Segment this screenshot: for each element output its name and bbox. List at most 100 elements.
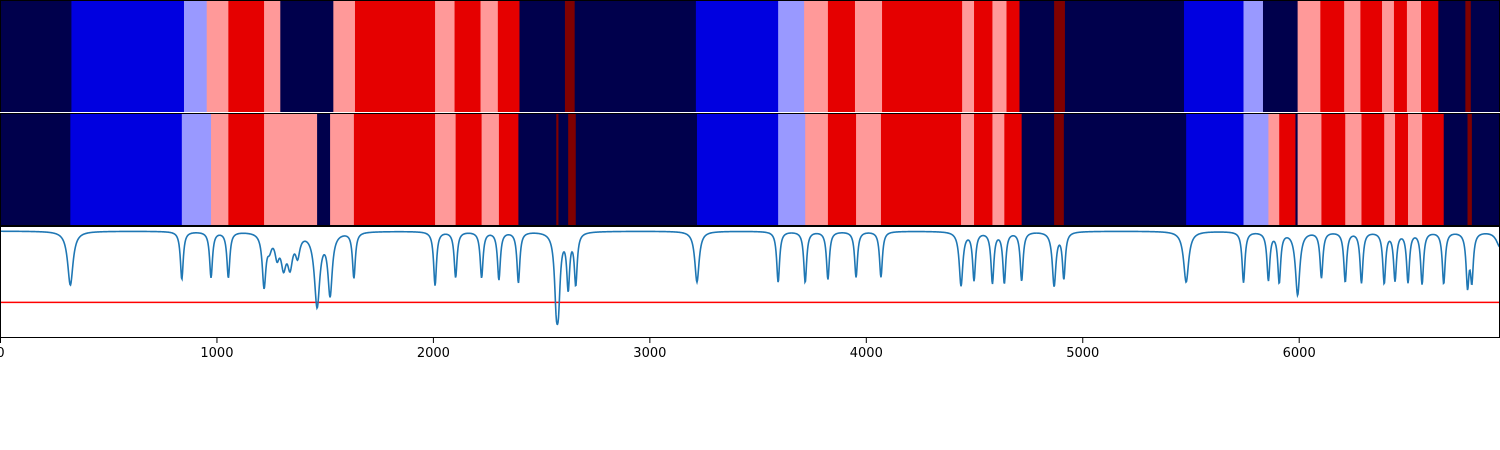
heatmap-segment — [974, 113, 993, 225]
signal-line — [0, 230, 1500, 326]
heatmap-segment — [481, 113, 500, 225]
heatmap-segment — [1360, 0, 1383, 112]
x-tick-label: 6000 — [1283, 346, 1316, 361]
heatmap-segment — [518, 113, 557, 225]
heatmap-segment — [1054, 0, 1066, 112]
x-tick-label: 4000 — [850, 346, 883, 361]
signal-plot-area — [0, 226, 1500, 338]
heatmap-segment — [1243, 0, 1264, 112]
heatmap-segment — [805, 113, 829, 225]
heatmap-segment — [804, 0, 829, 112]
heatmap-segment — [455, 113, 483, 225]
heatmap-segment — [568, 113, 577, 225]
heatmap-segment — [992, 113, 1005, 225]
heatmap-segment — [880, 113, 962, 225]
heatmap-segment — [181, 113, 212, 225]
heatmap-segment — [435, 113, 457, 225]
heatmap-segment — [961, 113, 975, 225]
heatmap-segment — [70, 113, 183, 225]
heatmap-segment — [962, 0, 975, 112]
heatmap-track-1 — [0, 0, 1500, 112]
heatmap-segment — [1186, 113, 1244, 225]
heatmap-segment — [1438, 0, 1466, 112]
heatmap-segment — [1420, 0, 1439, 112]
heatmap-segment — [1321, 113, 1346, 225]
signal-panel — [0, 226, 1500, 338]
heatmap-segment — [1063, 113, 1187, 225]
heatmap-segment — [498, 113, 519, 225]
heatmap-segment — [564, 0, 576, 112]
heatmap-segment — [1279, 113, 1296, 225]
heatmap-segment — [454, 0, 481, 112]
heatmap-segment — [695, 0, 779, 112]
x-tick-label: 2000 — [417, 346, 450, 361]
heatmap-segment — [1295, 113, 1299, 225]
heatmap-segment — [354, 0, 436, 112]
heatmap-segment — [1054, 113, 1065, 225]
heatmap-segment — [856, 113, 882, 225]
heatmap-segment — [1395, 113, 1409, 225]
heatmap-segment — [1345, 113, 1362, 225]
heatmap-segment — [854, 0, 883, 112]
heatmap-segment — [1406, 0, 1422, 112]
heatmap-segment — [519, 0, 566, 112]
heatmap-segment — [882, 0, 963, 112]
heatmap-segment — [1471, 113, 1500, 225]
heatmap-segment — [778, 0, 805, 112]
heatmap-segment — [574, 0, 697, 112]
heatmap-segment — [974, 0, 993, 112]
heatmap-segment — [1268, 113, 1280, 225]
heatmap-segment — [183, 0, 208, 112]
heatmap-segment — [827, 113, 857, 225]
heatmap-segment — [330, 113, 355, 225]
heatmap-segment — [1465, 0, 1472, 112]
heatmap-segment — [264, 0, 281, 112]
heatmap-segment — [280, 0, 334, 112]
heatmap-segment — [1297, 0, 1321, 112]
heatmap-segment — [558, 113, 569, 225]
heatmap-segment — [778, 113, 806, 225]
heatmap-segment — [497, 0, 520, 112]
heatmap-track-2 — [0, 113, 1500, 225]
heatmap-segment — [1004, 113, 1023, 225]
heatmap-segment — [1243, 113, 1269, 225]
heatmap-segment — [228, 0, 265, 112]
heatmap-segment — [1021, 113, 1055, 225]
heatmap-segment — [1384, 113, 1396, 225]
heatmap-segment — [353, 113, 436, 225]
heatmap-segment — [1064, 0, 1185, 112]
heatmap-segment — [0, 0, 72, 112]
heatmap-segment — [992, 0, 1007, 112]
heatmap-segment — [575, 113, 698, 225]
heatmap-segment — [333, 0, 356, 112]
x-tick-label: 5000 — [1066, 346, 1099, 361]
heatmap-segment — [1467, 113, 1473, 225]
heatmap-segment — [264, 113, 318, 225]
heatmap-segment — [0, 113, 71, 225]
heatmap-segment — [1006, 0, 1020, 112]
heatmap-segment — [1183, 0, 1244, 112]
heatmap-segment — [317, 113, 331, 225]
x-tick-label: 1000 — [200, 346, 233, 361]
heatmap-segment — [1422, 113, 1445, 225]
heatmap-segment — [211, 113, 229, 225]
heatmap-segment — [480, 0, 499, 112]
heatmap-segment — [1361, 113, 1385, 225]
heatmap-segment — [228, 113, 265, 225]
heatmap-segment — [1344, 0, 1361, 112]
heatmap-segment — [1262, 0, 1299, 112]
heatmap-segment — [1393, 0, 1408, 112]
x-tick-label: 3000 — [633, 346, 666, 361]
heatmap-segment — [71, 0, 185, 112]
x-axis: 0 1000 2000 3000 4000 5000 6000 — [0, 338, 1316, 361]
heatmap-segment — [1408, 113, 1423, 225]
heatmap-segment — [206, 0, 229, 112]
heatmap-segment — [827, 0, 856, 112]
heatmap-segment — [435, 0, 455, 112]
heatmap-segment — [1019, 0, 1055, 112]
heatmap-segment — [1320, 0, 1345, 112]
heatmap-segment — [1470, 0, 1500, 112]
heatmap-segment — [1297, 113, 1322, 225]
x-tick-label: 0 — [0, 346, 5, 361]
